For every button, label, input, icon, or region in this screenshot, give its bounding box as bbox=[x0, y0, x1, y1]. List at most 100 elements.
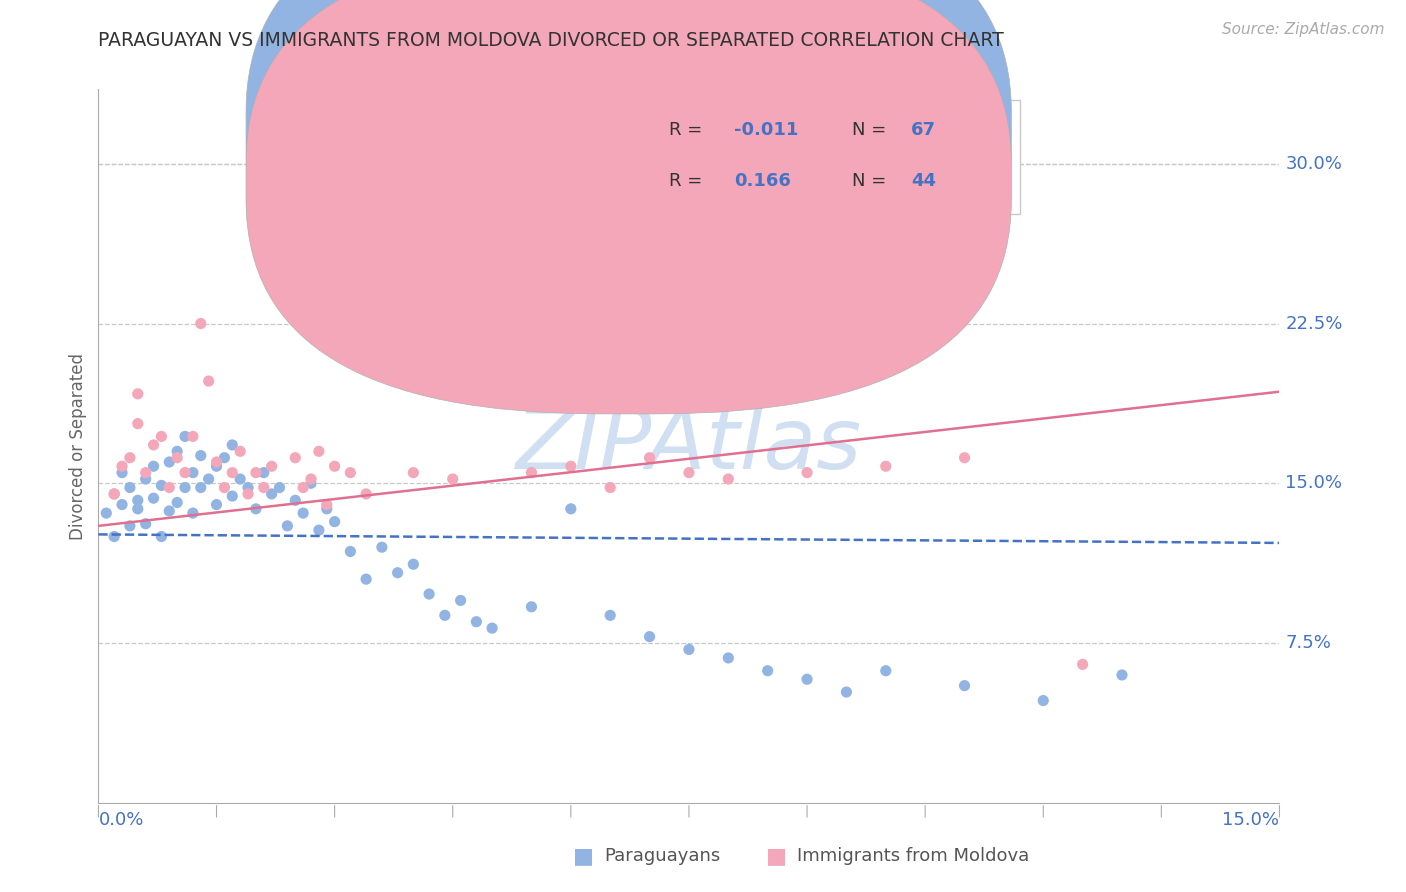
Point bbox=[520, 466, 543, 480]
Point bbox=[150, 529, 173, 543]
Point bbox=[276, 519, 298, 533]
Point bbox=[111, 498, 134, 512]
Point bbox=[166, 450, 188, 465]
Point bbox=[756, 664, 779, 678]
Point bbox=[157, 504, 180, 518]
Point bbox=[560, 501, 582, 516]
Point bbox=[103, 487, 125, 501]
Point bbox=[135, 472, 157, 486]
Point bbox=[127, 417, 149, 431]
Point bbox=[269, 481, 291, 495]
Point bbox=[245, 466, 267, 480]
Point bbox=[339, 466, 361, 480]
FancyBboxPatch shape bbox=[246, 0, 1011, 362]
Point bbox=[717, 472, 740, 486]
Point bbox=[150, 478, 173, 492]
Text: R =: R = bbox=[669, 172, 707, 190]
FancyBboxPatch shape bbox=[589, 100, 1019, 214]
Point bbox=[875, 664, 897, 678]
Point bbox=[253, 466, 276, 480]
Point bbox=[292, 506, 315, 520]
Point bbox=[953, 450, 976, 465]
Point bbox=[197, 374, 219, 388]
Point bbox=[465, 615, 488, 629]
Y-axis label: Divorced or Separated: Divorced or Separated bbox=[69, 352, 87, 540]
Point bbox=[142, 438, 165, 452]
Point bbox=[433, 608, 456, 623]
Point bbox=[96, 506, 118, 520]
Point bbox=[599, 608, 621, 623]
Text: 22.5%: 22.5% bbox=[1285, 315, 1343, 333]
Point bbox=[520, 599, 543, 614]
Point bbox=[166, 495, 188, 509]
Text: ■: ■ bbox=[574, 847, 593, 866]
Text: 15.0%: 15.0% bbox=[1285, 475, 1343, 492]
Point bbox=[678, 642, 700, 657]
Text: PARAGUAYAN VS IMMIGRANTS FROM MOLDOVA DIVORCED OR SEPARATED CORRELATION CHART: PARAGUAYAN VS IMMIGRANTS FROM MOLDOVA DI… bbox=[98, 31, 1004, 50]
Point bbox=[181, 506, 204, 520]
Point bbox=[166, 444, 188, 458]
Point bbox=[284, 450, 307, 465]
Point bbox=[118, 481, 141, 495]
Point bbox=[371, 540, 394, 554]
Point bbox=[260, 487, 283, 501]
Point bbox=[205, 459, 228, 474]
Point bbox=[1032, 693, 1054, 707]
Point bbox=[181, 466, 204, 480]
Point bbox=[214, 450, 236, 465]
Point bbox=[339, 544, 361, 558]
Point bbox=[835, 685, 858, 699]
Point bbox=[190, 481, 212, 495]
Point bbox=[135, 516, 157, 531]
Point bbox=[236, 487, 259, 501]
Point bbox=[450, 593, 472, 607]
Point bbox=[638, 450, 661, 465]
Point bbox=[323, 515, 346, 529]
Text: Paraguayans: Paraguayans bbox=[605, 847, 721, 865]
Point bbox=[214, 481, 236, 495]
Point bbox=[150, 429, 173, 443]
Point bbox=[142, 459, 165, 474]
Point bbox=[157, 455, 180, 469]
Point bbox=[174, 466, 197, 480]
Point bbox=[127, 493, 149, 508]
Point bbox=[103, 529, 125, 543]
Point bbox=[441, 472, 464, 486]
Point bbox=[315, 498, 337, 512]
Point bbox=[221, 466, 243, 480]
Point bbox=[599, 481, 621, 495]
Point bbox=[253, 481, 276, 495]
Text: ZIPAtlas: ZIPAtlas bbox=[516, 404, 862, 488]
Point bbox=[245, 501, 267, 516]
Point bbox=[638, 630, 661, 644]
Text: 67: 67 bbox=[911, 121, 936, 139]
Point bbox=[260, 459, 283, 474]
Point bbox=[796, 466, 818, 480]
Point bbox=[205, 498, 228, 512]
Point bbox=[284, 493, 307, 508]
Point bbox=[299, 472, 322, 486]
Point bbox=[229, 472, 252, 486]
Text: N =: N = bbox=[852, 121, 891, 139]
Point bbox=[953, 679, 976, 693]
Text: Immigrants from Moldova: Immigrants from Moldova bbox=[797, 847, 1029, 865]
Point bbox=[418, 587, 440, 601]
Text: 44: 44 bbox=[911, 172, 936, 190]
Point bbox=[299, 476, 322, 491]
Point bbox=[174, 429, 197, 443]
Point bbox=[221, 489, 243, 503]
Point bbox=[174, 481, 197, 495]
Point bbox=[142, 491, 165, 506]
Point bbox=[135, 466, 157, 480]
Text: Source: ZipAtlas.com: Source: ZipAtlas.com bbox=[1222, 22, 1385, 37]
Point bbox=[190, 449, 212, 463]
Point bbox=[269, 231, 291, 245]
Text: -0.011: -0.011 bbox=[734, 121, 799, 139]
Point bbox=[678, 466, 700, 480]
Point bbox=[111, 466, 134, 480]
Text: 0.0%: 0.0% bbox=[98, 812, 143, 830]
Point bbox=[717, 651, 740, 665]
Point bbox=[118, 450, 141, 465]
Text: ■: ■ bbox=[766, 847, 786, 866]
Point bbox=[1111, 668, 1133, 682]
